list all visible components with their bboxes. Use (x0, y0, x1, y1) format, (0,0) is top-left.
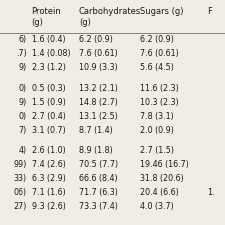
Text: .7): .7) (16, 49, 27, 58)
Text: 2.6 (1.0): 2.6 (1.0) (32, 146, 65, 155)
Text: 11.6 (2.3): 11.6 (2.3) (140, 84, 178, 93)
Text: 9): 9) (19, 63, 27, 72)
Text: 71.7 (6.3): 71.7 (6.3) (79, 188, 118, 197)
Text: 2.3 (1.2): 2.3 (1.2) (32, 63, 65, 72)
Text: 0): 0) (19, 112, 27, 121)
Text: 7.6 (0.61): 7.6 (0.61) (140, 49, 178, 58)
Text: 0): 0) (19, 84, 27, 93)
Text: 1.4 (0.08): 1.4 (0.08) (32, 49, 70, 58)
Text: 14.8 (2.7): 14.8 (2.7) (79, 98, 118, 107)
Text: 8.7 (1.4): 8.7 (1.4) (79, 126, 112, 135)
Text: 2.7 (1.5): 2.7 (1.5) (140, 146, 173, 155)
Text: 1.: 1. (207, 188, 214, 197)
Text: 7.8 (3.1): 7.8 (3.1) (140, 112, 173, 121)
Text: Protein
(g): Protein (g) (32, 7, 61, 27)
Text: 2.7 (0.4): 2.7 (0.4) (32, 112, 65, 121)
Text: 7.6 (0.61): 7.6 (0.61) (79, 49, 117, 58)
Text: 6.3 (2.9): 6.3 (2.9) (32, 174, 65, 183)
Text: 1.5 (0.9): 1.5 (0.9) (32, 98, 65, 107)
Text: 13.2 (2.1): 13.2 (2.1) (79, 84, 118, 93)
Text: 19.46 (16.7): 19.46 (16.7) (140, 160, 188, 169)
Text: 9): 9) (19, 98, 27, 107)
Text: 3.1 (0.7): 3.1 (0.7) (32, 126, 65, 135)
Text: 6): 6) (19, 35, 27, 44)
Text: 66.6 (8.4): 66.6 (8.4) (79, 174, 117, 183)
Text: 10.3 (2.3): 10.3 (2.3) (140, 98, 178, 107)
Text: 10.9 (3.3): 10.9 (3.3) (79, 63, 117, 72)
Text: 5.6 (4.5): 5.6 (4.5) (140, 63, 173, 72)
Text: 99): 99) (14, 160, 27, 169)
Text: 20.4 (6.6): 20.4 (6.6) (140, 188, 178, 197)
Text: 4.0 (3.7): 4.0 (3.7) (140, 202, 173, 211)
Text: 2.0 (0.9): 2.0 (0.9) (140, 126, 173, 135)
Text: 33): 33) (14, 174, 27, 183)
Text: 1.6 (0.4): 1.6 (0.4) (32, 35, 65, 44)
Text: 6.2 (0.9): 6.2 (0.9) (140, 35, 173, 44)
Text: F: F (207, 7, 212, 16)
Text: 06): 06) (14, 188, 27, 197)
Text: 7.4 (2.6): 7.4 (2.6) (32, 160, 65, 169)
Text: 70.5 (7.7): 70.5 (7.7) (79, 160, 118, 169)
Text: 8.9 (1.8): 8.9 (1.8) (79, 146, 112, 155)
Text: 7): 7) (19, 126, 27, 135)
Text: 31.8 (20.6): 31.8 (20.6) (140, 174, 183, 183)
Text: 27): 27) (14, 202, 27, 211)
Text: 73.3 (7.4): 73.3 (7.4) (79, 202, 118, 211)
Text: Sugars (g): Sugars (g) (140, 7, 183, 16)
Text: 7.1 (1.6): 7.1 (1.6) (32, 188, 65, 197)
Text: 9.3 (2.6): 9.3 (2.6) (32, 202, 65, 211)
Text: 0.5 (0.3): 0.5 (0.3) (32, 84, 65, 93)
Text: 6.2 (0.9): 6.2 (0.9) (79, 35, 113, 44)
Text: 4): 4) (19, 146, 27, 155)
Text: Carbohydrates
(g): Carbohydrates (g) (79, 7, 141, 27)
Text: 13.1 (2.5): 13.1 (2.5) (79, 112, 118, 121)
